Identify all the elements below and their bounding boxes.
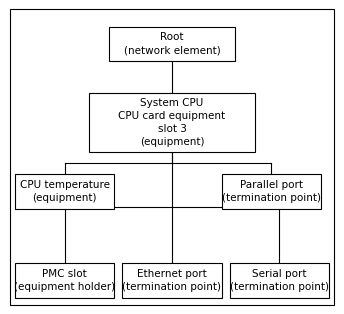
Text: Root: Root [160, 32, 184, 42]
Text: (termination point): (termination point) [230, 282, 329, 292]
Bar [222, 174, 321, 209]
Text: System CPU: System CPU [140, 98, 204, 108]
Text: Serial port: Serial port [252, 269, 307, 279]
Bar [109, 27, 235, 61]
Text: Ethernet port: Ethernet port [137, 269, 207, 279]
Bar [89, 93, 255, 152]
Text: (equipment): (equipment) [140, 137, 204, 147]
Text: (network element): (network element) [123, 46, 221, 56]
Bar [15, 263, 114, 298]
Text: (equipment): (equipment) [32, 193, 97, 203]
Text: (termination point): (termination point) [122, 282, 222, 292]
Text: slot 3: slot 3 [158, 124, 186, 134]
Text: CPU temperature: CPU temperature [20, 180, 110, 190]
Text: (equipment holder): (equipment holder) [14, 282, 115, 292]
Text: Parallel port: Parallel port [239, 180, 303, 190]
Text: PMC slot: PMC slot [42, 269, 87, 279]
Text: (termination point): (termination point) [222, 193, 321, 203]
Bar [15, 174, 114, 209]
Text: CPU card equipment: CPU card equipment [118, 111, 226, 121]
Bar [122, 263, 222, 298]
Bar [230, 263, 329, 298]
